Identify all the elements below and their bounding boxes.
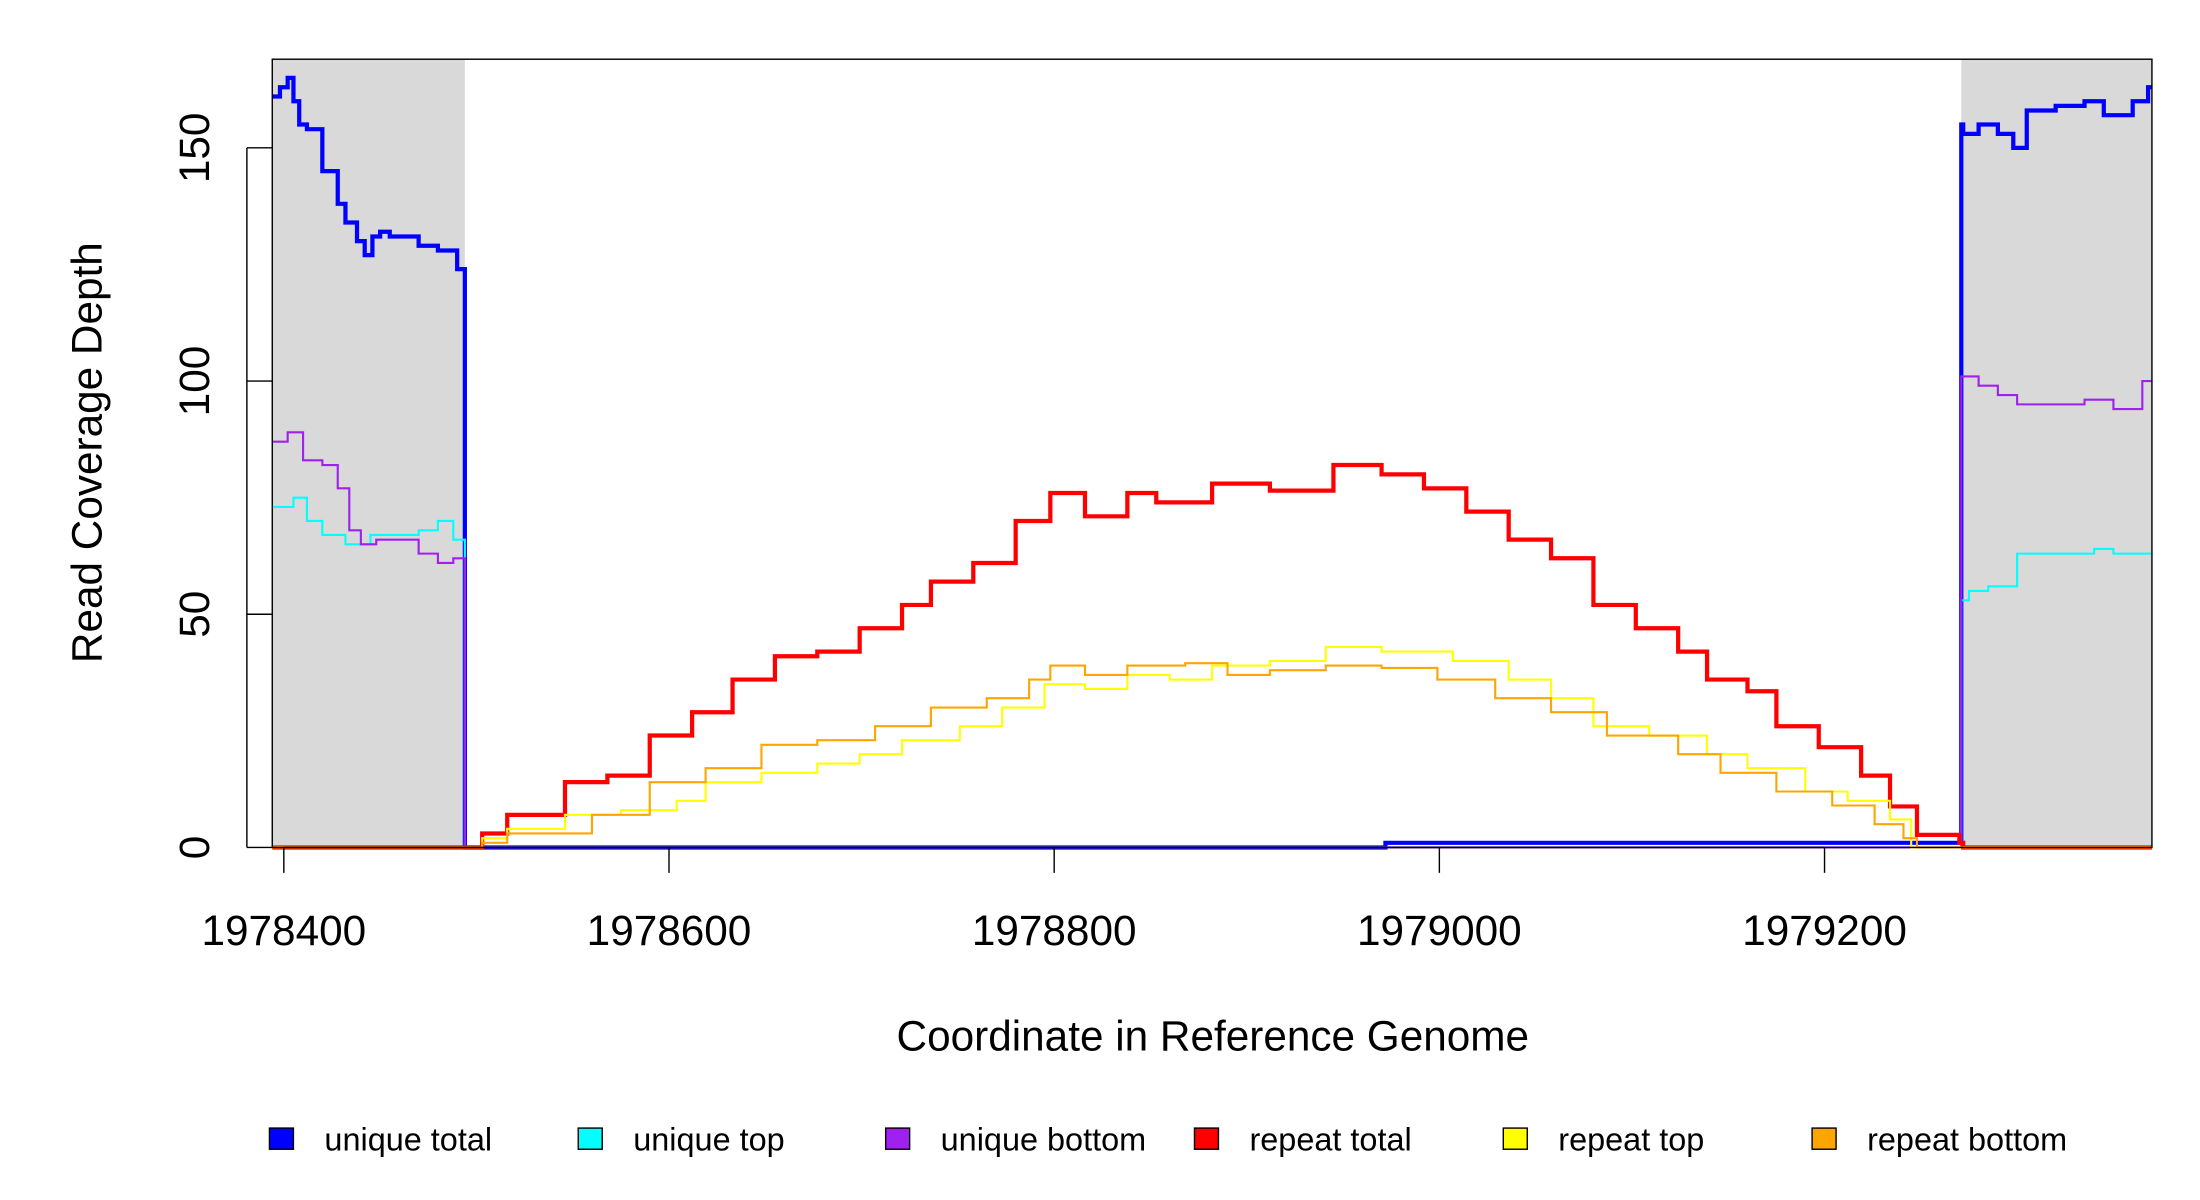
legend-label: unique bottom [941, 1122, 1147, 1158]
series-line-repeat-bottom [272, 662, 2152, 849]
x-tick-label: 1978600 [587, 907, 752, 954]
legend-swatch [1193, 1127, 1220, 1150]
legend-swatch [1502, 1127, 1528, 1150]
series-line-unique-total [272, 75, 2152, 850]
y-tick-label: 0 [171, 836, 218, 860]
y-axis-label: Read Coverage Depth [64, 242, 111, 663]
series-lines [272, 75, 2152, 850]
series-line-unique-top [272, 496, 2152, 849]
series-line-unique-bottom [272, 375, 2152, 849]
x-axis: 1978400 1978600 1978800 1979000 1979200 [201, 846, 1907, 954]
y-axis: 0 50 100 150 [171, 113, 273, 860]
x-tick-label: 1979000 [1357, 907, 1522, 954]
shaded-regions [272, 59, 2152, 848]
legend-swatch [577, 1127, 603, 1150]
legend-swatch [1811, 1127, 1837, 1150]
legend-label: unique total [324, 1122, 492, 1158]
x-tick-label: 1979200 [1742, 907, 1907, 954]
series-line-repeat-total [272, 462, 2152, 850]
y-tick-label: 100 [171, 346, 218, 417]
shaded-region [1961, 59, 2152, 848]
legend-swatch [884, 1127, 911, 1150]
legend-label: repeat total [1249, 1122, 1411, 1158]
legend-label: unique top [633, 1122, 784, 1158]
plot-frame [271, 58, 2153, 849]
y-tick-label: 50 [171, 591, 218, 638]
y-tick-label: 150 [171, 113, 218, 184]
x-tick-label: 1978800 [972, 907, 1137, 954]
x-tick-label: 1978400 [201, 907, 366, 954]
legend-label: repeat bottom [1867, 1122, 2067, 1158]
shaded-region [272, 59, 465, 848]
legend-label: repeat top [1558, 1122, 1704, 1158]
x-axis-label: Coordinate in Reference Genome [897, 1013, 1529, 1060]
series-line-repeat-top [272, 645, 2152, 849]
legend: unique total unique top unique bottom repea… [268, 1122, 2067, 1158]
legend-swatch [268, 1127, 295, 1150]
